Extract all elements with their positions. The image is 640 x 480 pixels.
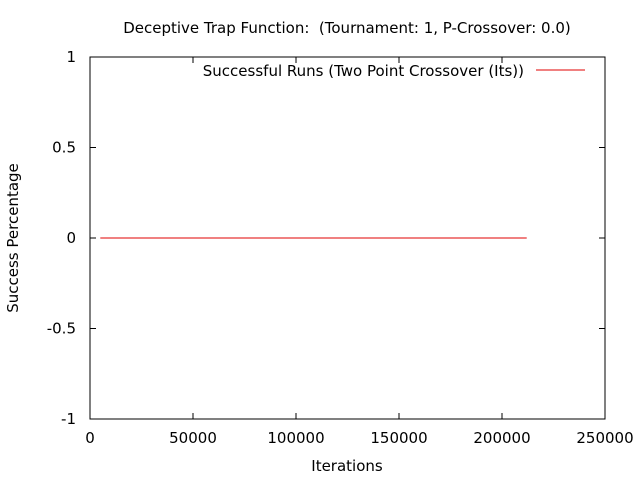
x-tick-label: 250000 (576, 429, 633, 447)
y-tick-label: 1 (66, 48, 76, 66)
x-tick-label: 100000 (267, 429, 324, 447)
x-tick-label: 150000 (370, 429, 427, 447)
y-axis-label: Success Percentage (4, 163, 22, 313)
x-tick-label: 200000 (473, 429, 530, 447)
legend-label: Successful Runs (Two Point Crossover (It… (203, 62, 524, 80)
legend: Successful Runs (Two Point Crossover (It… (203, 62, 585, 80)
y-tick-label: 0 (66, 229, 76, 247)
x-tick-label: 0 (85, 429, 95, 447)
x-axis-label: Iterations (311, 457, 383, 475)
x-tick-label: 50000 (169, 429, 217, 447)
chart-title: Deceptive Trap Function: (Tournament: 1,… (123, 19, 571, 37)
y-tick-label: -0.5 (47, 320, 76, 338)
y-tick-label: -1 (61, 410, 76, 428)
x-axis-ticks: 0 50000 100000 150000 200000 250000 (85, 57, 634, 447)
y-axis-ticks: 1 0.5 0 -0.5 -1 (47, 48, 605, 428)
y-tick-label: 0.5 (52, 139, 76, 157)
